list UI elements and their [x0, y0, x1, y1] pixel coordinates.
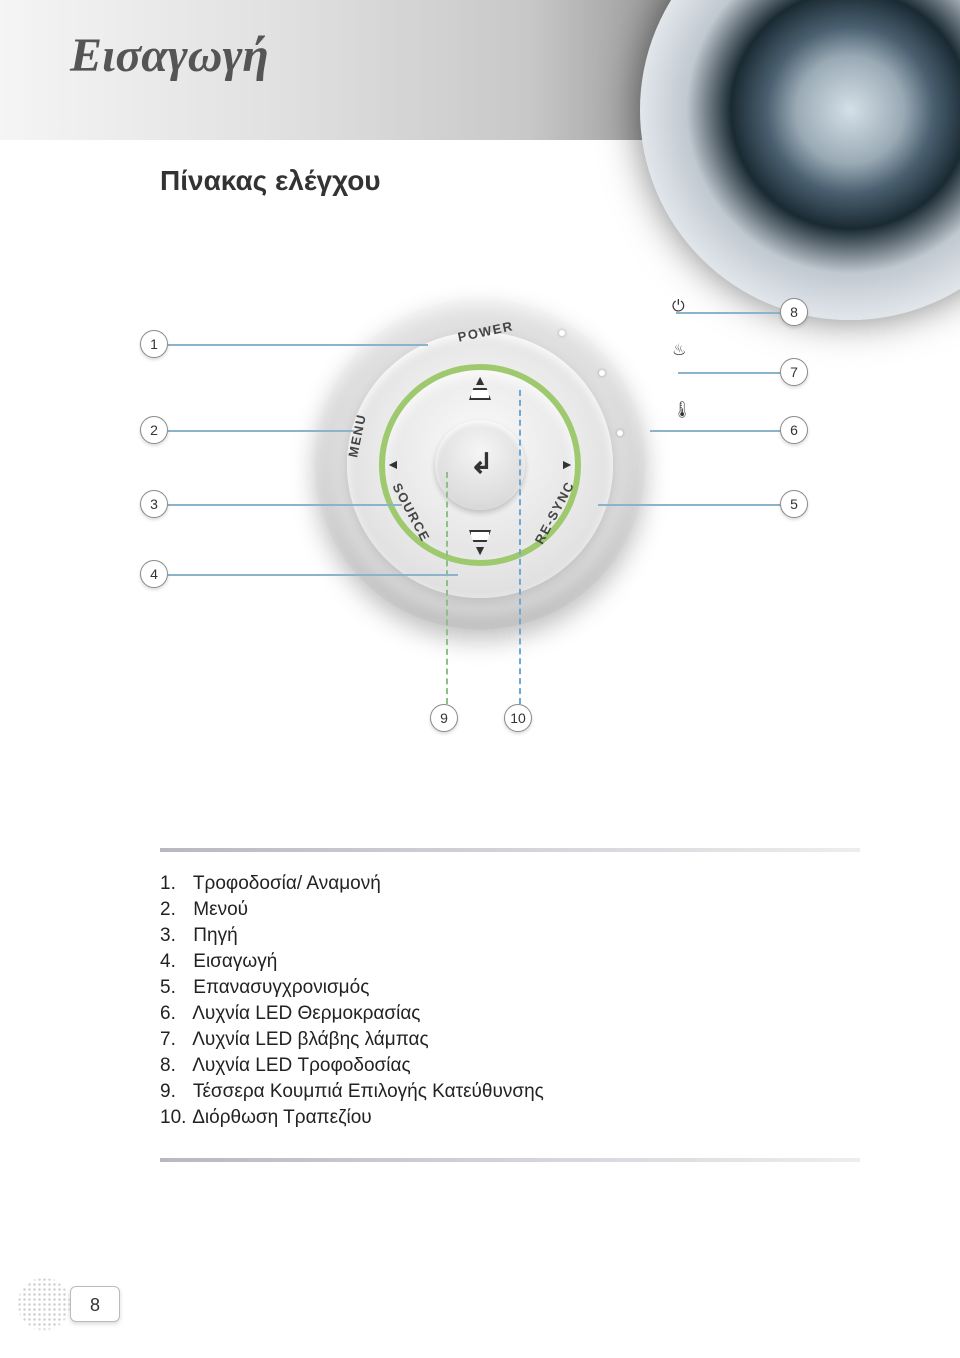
arrow-up-icon: ▲ — [473, 372, 487, 388]
legend-item: 7. Λυχνία LED βλάβης λάμπας — [160, 1029, 860, 1051]
page-number: 8 — [70, 1286, 120, 1322]
legend-item: 3. Πηγή — [160, 925, 860, 947]
callout-1: 1 — [140, 330, 168, 358]
leader-line — [678, 372, 780, 374]
arrow-left-icon: ▲ — [384, 458, 400, 472]
page-corner-dots — [12, 1272, 76, 1336]
callout-9: 9 — [430, 704, 458, 732]
legend-list: 1. Τροφοδοσία/ Αναμονή 2. Μενού 3. Πηγή 4. … — [160, 869, 860, 1133]
section-title: Πίνακας ελέγχου — [160, 165, 381, 197]
legend-item: 2. Μενού — [160, 899, 860, 921]
lamp-led — [599, 370, 605, 376]
leader-line — [598, 504, 780, 506]
legend-item: 4. Εισαγωγή — [160, 951, 860, 973]
arrow-down-icon: ▼ — [473, 542, 487, 558]
callout-2: 2 — [140, 416, 168, 444]
legend-divider-top — [160, 848, 860, 852]
leader-line — [168, 504, 402, 506]
legend-item: 8. Λυχνία LED Τροφοδοσίας — [160, 1055, 860, 1077]
leader-line — [650, 430, 780, 432]
leader-line — [676, 312, 780, 314]
legend-item: 10. Διόρθωση Τραπεζίου — [160, 1107, 860, 1129]
callout-8: 8 — [780, 298, 808, 326]
legend-item: 5. Επανασυγχρονισμός — [160, 977, 860, 999]
legend-item: 1. Τροφοδοσία/ Αναμονή — [160, 873, 860, 895]
enter-button: ↲ — [435, 420, 525, 510]
callout-7: 7 — [780, 358, 808, 386]
legend-item: 6. Λυχνία LED Θερμοκρασίας — [160, 1003, 860, 1025]
temp-led — [617, 430, 623, 436]
callout-4: 4 — [140, 560, 168, 588]
control-panel-diagram: ↲ POWER MENU SOURCE RE-SYNC ▲ ▼ ▲ ▲ ⏻ ♨ … — [120, 260, 840, 780]
callout-6: 6 — [780, 416, 808, 444]
vertical-dash — [519, 390, 521, 704]
chapter-title: Εισαγωγή — [70, 28, 269, 83]
legend-item: 9. Τέσσερα Κουμπιά Επιλογής Κατεύθυνσης — [160, 1081, 860, 1103]
leader-line — [168, 344, 428, 346]
lamp-icon: ♨ — [672, 340, 686, 360]
legend-items: 1. Τροφοδοσία/ Αναμονή 2. Μενού 3. Πηγή 4. … — [160, 873, 860, 1129]
leader-line — [168, 430, 354, 432]
callout-3: 3 — [140, 490, 168, 518]
temp-icon: 🌡 — [672, 400, 692, 420]
callout-5: 5 — [780, 490, 808, 518]
arrow-right-icon: ▲ — [560, 458, 576, 472]
enter-icon: ↲ — [470, 447, 493, 480]
vertical-dash — [446, 472, 448, 704]
power-led — [559, 330, 565, 336]
callout-10: 10 — [504, 704, 532, 732]
leader-line — [168, 574, 458, 576]
control-panel: ↲ POWER MENU SOURCE RE-SYNC ▲ ▼ ▲ ▲ — [315, 300, 645, 630]
legend-divider-bottom — [160, 1158, 860, 1162]
